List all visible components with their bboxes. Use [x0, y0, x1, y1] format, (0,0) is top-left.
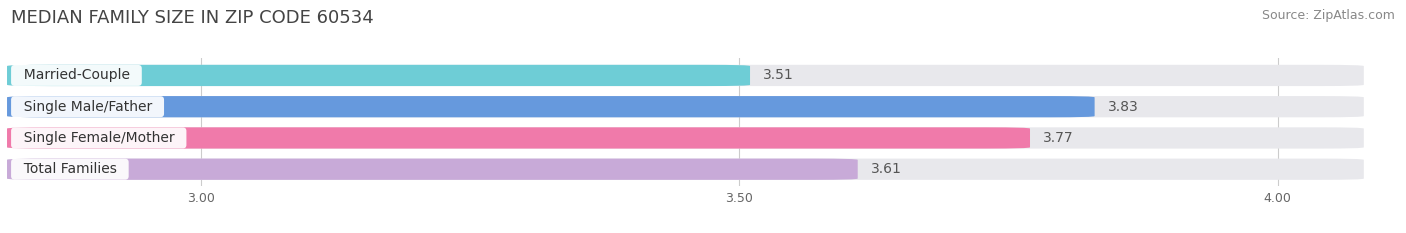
- Text: 3.77: 3.77: [1043, 131, 1074, 145]
- FancyBboxPatch shape: [7, 159, 1364, 180]
- Text: 3.61: 3.61: [870, 162, 901, 176]
- Text: Married-Couple: Married-Couple: [14, 69, 138, 82]
- Text: Single Female/Mother: Single Female/Mother: [14, 131, 183, 145]
- Text: MEDIAN FAMILY SIZE IN ZIP CODE 60534: MEDIAN FAMILY SIZE IN ZIP CODE 60534: [11, 9, 374, 27]
- Text: Source: ZipAtlas.com: Source: ZipAtlas.com: [1261, 9, 1395, 22]
- Text: Total Families: Total Families: [14, 162, 125, 176]
- Text: 3.51: 3.51: [763, 69, 794, 82]
- FancyBboxPatch shape: [7, 96, 1095, 117]
- FancyBboxPatch shape: [7, 65, 749, 86]
- FancyBboxPatch shape: [7, 127, 1031, 149]
- FancyBboxPatch shape: [7, 65, 1364, 86]
- FancyBboxPatch shape: [7, 159, 858, 180]
- Text: Single Male/Father: Single Male/Father: [14, 100, 160, 114]
- Text: 3.83: 3.83: [1108, 100, 1139, 114]
- FancyBboxPatch shape: [7, 127, 1364, 149]
- FancyBboxPatch shape: [7, 96, 1364, 117]
